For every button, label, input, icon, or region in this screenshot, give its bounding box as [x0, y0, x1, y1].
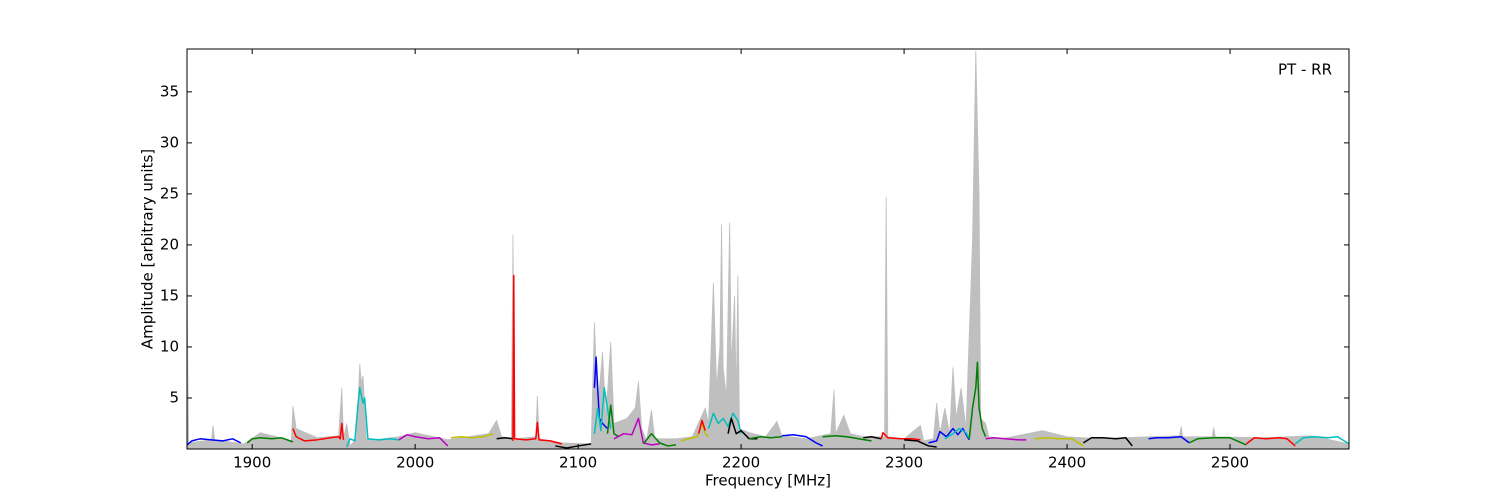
line — [187, 438, 242, 446]
line — [822, 434, 872, 442]
line — [863, 436, 882, 440]
line — [1294, 436, 1349, 445]
line — [944, 427, 970, 440]
annotation: PT - RR — [1278, 61, 1332, 79]
line — [642, 432, 677, 447]
x-tick-label: 2000 — [396, 454, 434, 472]
line — [968, 361, 987, 439]
plot-area — [187, 51, 1349, 449]
line — [1034, 437, 1084, 447]
line — [698, 419, 706, 434]
line — [292, 422, 345, 442]
x-tick-label: 1900 — [233, 454, 271, 472]
line — [707, 412, 742, 434]
x-tick-label: 2200 — [722, 454, 760, 472]
x-tick-label: 2300 — [885, 454, 923, 472]
line — [1082, 437, 1133, 447]
line — [398, 433, 449, 447]
line — [1188, 437, 1247, 446]
line — [593, 387, 612, 434]
y-tick-label: 30 — [160, 133, 179, 151]
x-tick-label: 2400 — [1048, 454, 1086, 472]
line — [781, 433, 823, 447]
line — [1245, 437, 1296, 447]
line — [512, 274, 563, 445]
y-tick-label: 15 — [160, 286, 179, 304]
line — [246, 437, 294, 444]
y-axis-label: Amplitude [arbitrary units] — [139, 149, 157, 349]
y-tick-label: 10 — [160, 337, 179, 355]
x-axis-label: Frequency [MHz] — [705, 472, 831, 490]
y-tick-label: 5 — [169, 388, 179, 406]
x-tick-label: 2100 — [559, 454, 597, 472]
line — [606, 404, 620, 438]
axes-frame — [186, 48, 1350, 450]
line — [880, 431, 921, 441]
line — [749, 436, 782, 440]
y-tick-label: 35 — [160, 82, 179, 100]
line — [496, 437, 514, 440]
y-tick-label: 25 — [160, 184, 179, 202]
line — [985, 437, 1027, 441]
line — [450, 432, 494, 439]
line — [613, 417, 660, 446]
x-tick-label: 2500 — [1211, 454, 1249, 472]
line — [1148, 436, 1190, 444]
y-tick-label: 20 — [160, 235, 179, 253]
line — [346, 387, 399, 448]
line — [555, 443, 592, 449]
line — [904, 439, 937, 448]
